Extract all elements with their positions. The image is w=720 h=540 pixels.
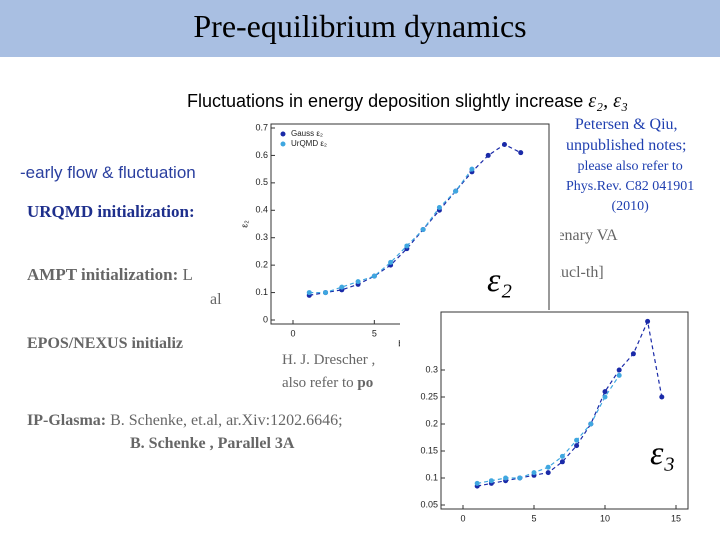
see-also-line: (2010) <box>611 199 649 214</box>
y-tick-label: 0.3 <box>255 232 268 242</box>
data-point <box>659 394 665 400</box>
x-tick-label: 5 <box>372 328 377 338</box>
refer-bold: po <box>357 375 374 391</box>
x-axis-label: b (fm) <box>553 523 577 525</box>
data-point <box>488 478 494 484</box>
data-point <box>574 443 580 449</box>
item-rest: B. Schenke, et.al, ar.Xiv:1202.6646; <box>106 412 343 429</box>
data-point <box>404 243 410 249</box>
subtitle-text: Fluctuations in energy deposition slight… <box>187 91 584 111</box>
item-ampt-right: nucl-th] <box>553 264 604 281</box>
data-point <box>420 226 426 232</box>
data-point <box>559 459 565 465</box>
data-point <box>503 475 509 481</box>
data-point <box>436 205 442 211</box>
y-tick-label: 0.2 <box>255 260 268 270</box>
data-point <box>469 166 475 172</box>
data-point <box>630 351 636 357</box>
item-label: IP-Glasma: <box>27 412 107 429</box>
series-line <box>309 143 522 296</box>
data-point <box>574 437 580 443</box>
y-tick-label: 0.2 <box>425 418 438 428</box>
ref-authors: Petersen & Qiu, <box>574 116 678 133</box>
data-point <box>323 290 329 296</box>
y-tick-label: 0.1 <box>255 287 268 297</box>
data-point <box>616 372 622 378</box>
header-band <box>0 0 720 57</box>
item-ampt-second: al <box>210 291 222 308</box>
annotation: ε₂ <box>487 262 512 299</box>
data-point <box>371 273 377 279</box>
y-tick-label: 0.3 <box>425 364 438 374</box>
data-point <box>306 290 312 296</box>
data-point <box>355 279 361 285</box>
data-point <box>485 152 491 158</box>
y-tick-label: 0.4 <box>255 205 268 215</box>
data-point <box>501 141 507 147</box>
x-tick-label: 10 <box>600 513 610 523</box>
see-also: please also refer to Phys.Rev. C82 041901… <box>566 157 694 217</box>
legend-label: UrQMD ε₂ <box>291 139 327 148</box>
item-glasma-second: B. Schenke , Parallel 3A <box>130 435 295 452</box>
y-tick-label: 0.05 <box>420 499 438 509</box>
data-point <box>531 470 537 476</box>
plot-frame <box>440 311 689 510</box>
x-tick-label: 5 <box>531 513 536 523</box>
item-urqmd-right: lenary VA <box>553 227 618 244</box>
data-point <box>602 394 608 400</box>
series-line <box>477 319 663 487</box>
legend-marker <box>280 131 286 137</box>
y-tick-label: 0 <box>263 314 268 324</box>
y-tick-label: 0.1 <box>425 472 438 482</box>
reference: Petersen & Qiu, unpublished notes; <box>566 114 686 156</box>
data-point <box>588 421 594 427</box>
item-epos-author: H. J. Drescher , <box>282 352 376 368</box>
data-point <box>559 453 565 459</box>
title: Pre-equilibrium dynamics <box>193 8 527 44</box>
subtitle-math: ε₂, ε₃ <box>588 90 628 112</box>
x-tick-label: 15 <box>671 513 681 523</box>
x-tick-label: 0 <box>290 328 295 338</box>
y-tick-label: 0.5 <box>255 177 268 187</box>
annotation: ε₃ <box>650 435 675 472</box>
data-point <box>616 367 622 373</box>
data-point <box>388 259 394 265</box>
item-epos-refer: also refer to po <box>282 375 373 392</box>
item-epos: EPOS/NEXUS initializ <box>27 335 184 352</box>
ref-note: unpublished notes; <box>566 137 687 154</box>
data-point <box>453 188 459 194</box>
plot: 0.05 0.1 0.15 0.2 0.25 0.3 0 5 10 15 b (fm) ε₃ <box>400 310 700 525</box>
x-tick-label: 0 <box>460 513 465 523</box>
y-tick-label: 0.25 <box>420 391 438 401</box>
item-label: AMPT initialization: <box>27 265 179 284</box>
data-point <box>545 470 551 476</box>
data-point <box>602 389 608 395</box>
item-glasma: IP-Glasma: B. Schenke, et.al, ar.Xiv:120… <box>27 412 343 430</box>
y-axis-label: ε₂ <box>239 220 249 228</box>
data-point <box>518 150 524 156</box>
y-tick-label: 0.7 <box>255 122 268 132</box>
legend-marker <box>280 141 286 147</box>
data-point <box>517 475 523 481</box>
y-tick-label: 0.15 <box>420 445 438 455</box>
subtitle: Fluctuations in energy deposition slight… <box>187 90 628 113</box>
data-point <box>474 480 480 486</box>
legend-label: Gauss ε₂ <box>291 129 323 138</box>
refer-text: also refer to <box>282 375 358 391</box>
data-point <box>645 318 651 324</box>
series-line <box>309 168 473 294</box>
item-early: -early flow & fluctuation <box>20 163 196 182</box>
item-rest: L <box>178 265 193 284</box>
data-point <box>339 284 345 290</box>
y-tick-label: 0.6 <box>255 150 268 160</box>
see-also-line: Phys.Rev. C82 041901 <box>566 179 695 194</box>
item-urqmd: URQMD initialization: <box>27 202 195 221</box>
see-also-line: please also refer to <box>577 159 683 174</box>
data-point <box>545 464 551 470</box>
item-ampt: AMPT initialization: L <box>27 265 193 285</box>
